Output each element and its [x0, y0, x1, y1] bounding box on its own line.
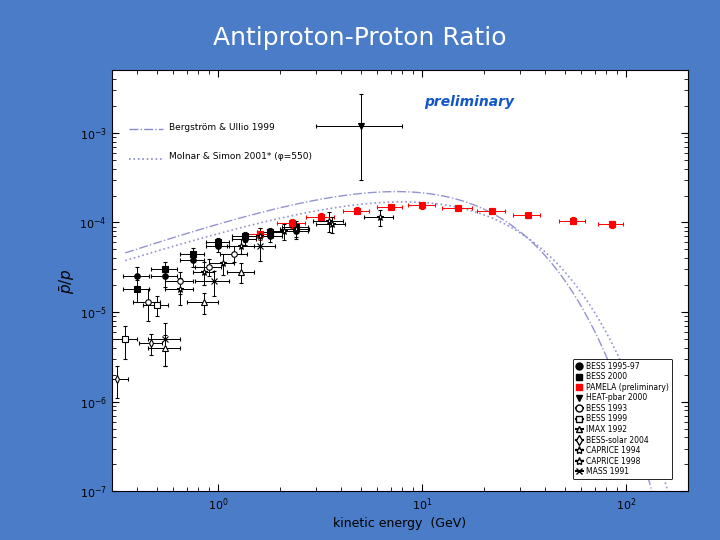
Y-axis label: $\bar{p}/p$: $\bar{p}/p$ [58, 268, 76, 294]
Text: Antiproton-Proton Ratio: Antiproton-Proton Ratio [213, 26, 507, 50]
Text: preliminary: preliminary [423, 96, 514, 110]
Text: Molnar & Simon 2001* (φ=550): Molnar & Simon 2001* (φ=550) [169, 152, 312, 161]
Legend: BESS 1995-97, BESS 2000, PAMELA (preliminary), HEAT-pbar 2000, BESS 1993, BESS 1: BESS 1995-97, BESS 2000, PAMELA (prelimi… [572, 359, 672, 479]
Text: Bergström & Ullio 1999: Bergström & Ullio 1999 [169, 123, 275, 132]
X-axis label: kinetic energy  (GeV): kinetic energy (GeV) [333, 517, 466, 530]
